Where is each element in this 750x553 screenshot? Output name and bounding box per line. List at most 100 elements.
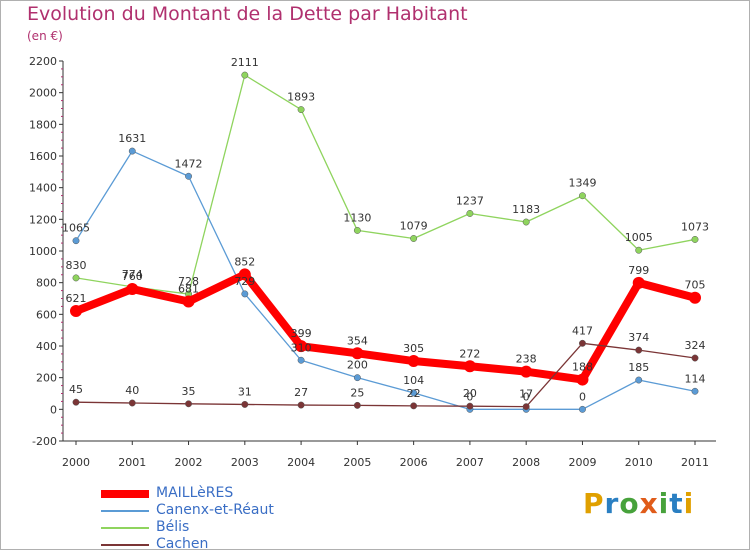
data-label: 1079	[400, 219, 428, 232]
data-point	[185, 172, 192, 180]
x-tick-label: 2006	[400, 456, 428, 469]
x-tick-label: 2002	[175, 456, 203, 469]
data-label: 1631	[118, 132, 146, 145]
data-label: 1472	[175, 157, 203, 170]
data-label: 324	[685, 339, 706, 352]
y-tick-label: 2200	[29, 55, 57, 68]
legend-swatch	[101, 527, 149, 529]
legend-label: Bélis	[156, 519, 190, 535]
data-label: 40	[125, 384, 139, 397]
data-point	[522, 403, 530, 411]
x-tick-label: 2003	[231, 456, 259, 469]
data-label: 354	[347, 334, 368, 347]
x-tick-label: 2009	[568, 456, 596, 469]
legend-swatch	[101, 490, 149, 498]
data-point	[185, 400, 192, 408]
data-label: 830	[66, 259, 87, 272]
data-label: 681	[178, 283, 199, 296]
data-point	[70, 305, 82, 318]
data-point	[635, 246, 643, 254]
data-point	[72, 237, 80, 245]
data-label: 0	[523, 390, 530, 403]
x-tick-label: 2000	[62, 456, 90, 469]
y-tick-label: 600	[36, 308, 57, 321]
y-tick-label: 1600	[29, 150, 57, 163]
data-label: 1893	[287, 91, 315, 104]
data-point	[297, 106, 305, 114]
data-point	[128, 399, 136, 407]
data-point	[72, 274, 80, 282]
data-label: 200	[347, 359, 368, 372]
y-tick-label: 400	[36, 340, 57, 353]
data-point	[579, 339, 586, 347]
data-point	[579, 405, 586, 413]
data-point	[72, 398, 80, 406]
data-point	[463, 360, 476, 373]
y-tick-label: 1000	[29, 245, 57, 258]
series-line-1	[75, 150, 696, 410]
data-label: 1237	[456, 194, 484, 207]
data-label: 760	[122, 270, 143, 283]
data-label: 310	[291, 341, 312, 354]
chart-unit: (en €)	[27, 29, 63, 43]
data-label: 1073	[681, 220, 709, 233]
data-point	[407, 355, 420, 368]
data-label: 25	[350, 386, 364, 399]
legend-item: Canenx-et-Réaut	[101, 502, 341, 519]
y-tick-label: 200	[36, 372, 57, 385]
data-point	[182, 295, 195, 308]
chart-title: Evolution du Montant de la Dette par Hab…	[27, 3, 468, 25]
y-tick-label: 1400	[29, 182, 57, 195]
data-label: 374	[628, 331, 649, 344]
data-label: 728	[178, 275, 199, 288]
x-tick-label: 2007	[456, 456, 484, 469]
y-tick-label: 2000	[29, 87, 57, 100]
data-point	[241, 290, 249, 298]
data-point	[689, 291, 701, 304]
data-label: 1065	[62, 222, 90, 235]
data-point	[576, 373, 589, 386]
data-label: 185	[628, 361, 649, 374]
x-tick-label: 2008	[512, 456, 540, 469]
data-point	[691, 354, 699, 362]
data-label: 20	[463, 387, 477, 400]
data-label: 1183	[512, 203, 540, 216]
y-tick-label: 1200	[29, 213, 57, 226]
legend-swatch	[101, 510, 149, 512]
data-point	[297, 356, 305, 364]
data-point	[520, 365, 533, 378]
x-tick-label: 2004	[287, 456, 315, 469]
legend-item: Cachen	[101, 536, 341, 553]
data-point	[410, 235, 418, 242]
data-point	[691, 235, 699, 243]
data-label: 399	[291, 327, 312, 340]
data-point	[691, 387, 699, 395]
data-point	[522, 218, 530, 226]
data-label: 238	[516, 353, 537, 366]
data-label: 188	[572, 361, 593, 374]
x-tick-label: 2001	[118, 456, 146, 469]
series-line-3	[75, 342, 696, 408]
data-label: 705	[685, 279, 706, 292]
series-line-2	[75, 74, 696, 295]
data-label: 1005	[625, 231, 653, 244]
data-point	[410, 389, 418, 397]
data-point	[410, 402, 418, 410]
data-point	[353, 401, 361, 409]
data-label: 104	[403, 374, 424, 387]
legend-label: Canenx-et-Réaut	[156, 502, 274, 518]
y-tick-label: 0	[50, 403, 57, 416]
data-label: 799	[628, 264, 649, 277]
data-label: 305	[403, 342, 424, 355]
data-point	[238, 268, 251, 281]
data-label: 729	[234, 275, 255, 288]
data-label: 621	[66, 292, 87, 305]
data-label: 31	[238, 385, 252, 398]
data-label: 417	[572, 324, 593, 337]
data-point	[466, 210, 474, 217]
data-point	[635, 376, 643, 384]
series-line-0	[72, 270, 699, 384]
data-label: 1349	[568, 177, 596, 190]
